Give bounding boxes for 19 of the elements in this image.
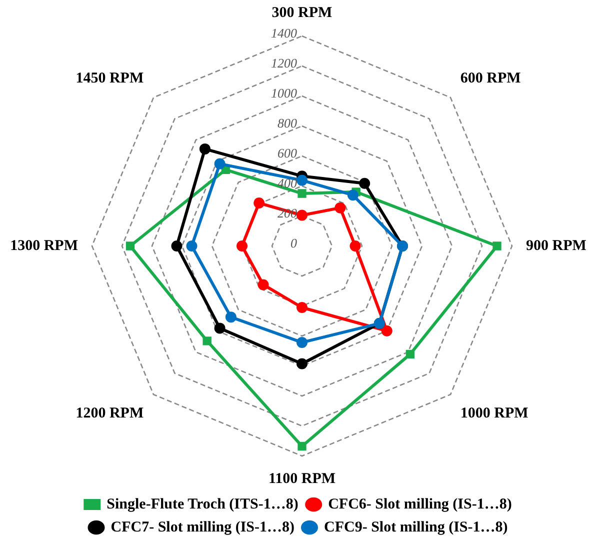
y-tick-label: 800	[278, 115, 298, 130]
legend-label: CFC7- Slot milling (IS-1…8)	[110, 519, 295, 536]
y-tick-label: 400	[278, 175, 298, 190]
y-tick-label: 1400	[271, 25, 298, 40]
spoke-label: 300 RPM	[272, 4, 332, 21]
spoke-label: 600 RPM	[460, 70, 521, 86]
y-tick-label: 1000	[271, 85, 298, 100]
spoke-label: 1300 RPM	[10, 238, 78, 254]
spoke-label: 1100 RPM	[268, 470, 336, 487]
spoke-label: 900 RPM	[526, 238, 586, 254]
legend-label: CFC9- Slot milling (IS-1…8)	[324, 519, 508, 536]
legend-label: CFC6- Slot milling (IS-1…8)	[328, 496, 512, 512]
y-tick-label: 0	[290, 235, 298, 250]
spoke-label: 1200 RPM	[76, 405, 144, 422]
y-tick-label: 1200	[271, 55, 298, 70]
legend-label: Single-Flute Troch (ITS-1…8)	[106, 496, 298, 512]
spoke-label: 1450 RPM	[76, 70, 144, 86]
y-tick-label: 600	[278, 145, 298, 160]
spoke-label: 1000 RPM	[460, 405, 528, 422]
